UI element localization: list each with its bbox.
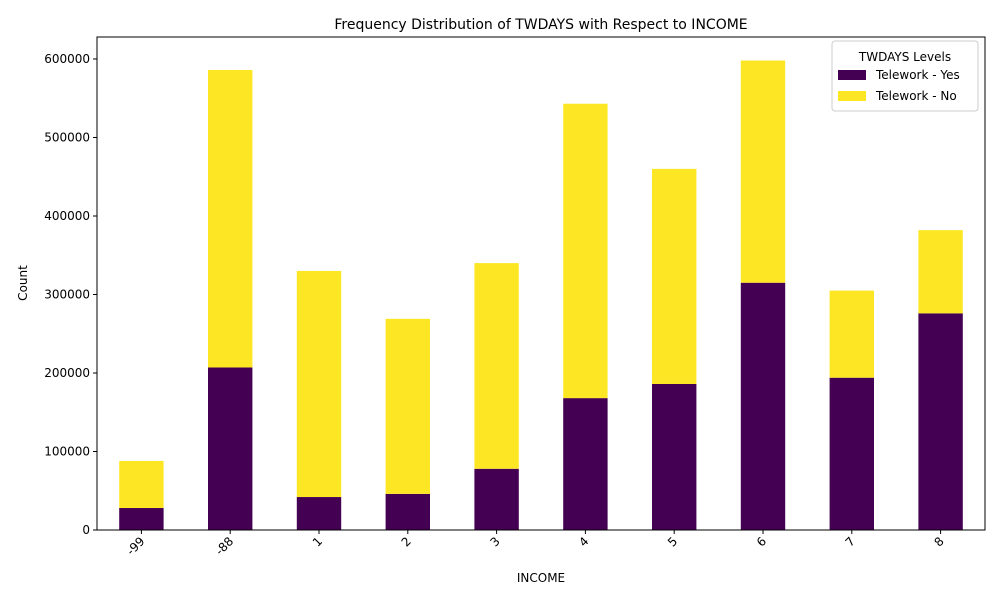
x-tick-label: 8 bbox=[931, 534, 946, 549]
bar-no-7 bbox=[829, 290, 874, 378]
y-tick-label: 400000 bbox=[44, 209, 90, 223]
x-tick-label: 3 bbox=[487, 534, 502, 549]
bar-yes-6 bbox=[740, 282, 786, 530]
y-tick-label: 0 bbox=[82, 523, 90, 537]
bar-yes--99 bbox=[119, 508, 164, 530]
y-tick-label: 500000 bbox=[44, 130, 90, 144]
legend-title: TWDAYS Levels bbox=[858, 50, 951, 64]
bar-yes-2 bbox=[385, 493, 430, 530]
x-tick-label: 1 bbox=[310, 534, 325, 549]
bars-group bbox=[119, 60, 963, 530]
bar-yes-7 bbox=[829, 377, 874, 530]
bar-yes-3 bbox=[474, 468, 519, 530]
y-tick-label: 600000 bbox=[44, 52, 90, 66]
bar-no-1 bbox=[296, 270, 342, 498]
legend-frame bbox=[831, 40, 979, 112]
x-axis-label: INCOME bbox=[517, 571, 565, 585]
x-tick-label: 7 bbox=[843, 534, 858, 549]
legend-label-telework-no: Telework - No bbox=[875, 89, 957, 103]
bar-no-6 bbox=[740, 60, 786, 283]
x-tick-label: 2 bbox=[399, 534, 414, 549]
x-tick-label: 6 bbox=[754, 534, 769, 549]
bar-no--99 bbox=[119, 460, 164, 509]
chart-title: Frequency Distribution of TWDAYS with Re… bbox=[334, 17, 747, 33]
legend-label-telework-yes: Telework - Yes bbox=[875, 68, 960, 82]
y-tick-label: 200000 bbox=[44, 366, 90, 380]
bar-yes-1 bbox=[296, 497, 342, 530]
plot-frame bbox=[96, 36, 986, 531]
x-tick-label: 4 bbox=[576, 534, 591, 549]
bar-yes-4 bbox=[563, 398, 608, 530]
bar-yes--88 bbox=[208, 367, 253, 530]
bar-no-2 bbox=[385, 318, 430, 494]
legend-swatch-telework-yes bbox=[838, 70, 866, 80]
bar-no-4 bbox=[563, 103, 608, 399]
bar-yes-8 bbox=[918, 313, 963, 530]
x-axis: -99 -88 1 2 3 4 5 6 7 8 bbox=[124, 530, 947, 558]
bar-no-3 bbox=[474, 263, 519, 469]
x-tick-label: -88 bbox=[213, 534, 237, 558]
bar-no-5 bbox=[652, 168, 697, 384]
y-tick-label: 300000 bbox=[44, 287, 90, 301]
y-tick-label: 100000 bbox=[44, 444, 90, 458]
legend: TWDAYS Levels Telework - Yes Telework - … bbox=[831, 40, 979, 112]
bar-yes-5 bbox=[652, 383, 697, 530]
bar-no-8 bbox=[918, 230, 963, 314]
x-tick-label: -99 bbox=[124, 534, 148, 558]
legend-swatch-telework-no bbox=[838, 91, 866, 101]
y-axis: 0 100000 200000 300000 400000 500000 600000 bbox=[44, 52, 97, 537]
bar-no--88 bbox=[208, 69, 253, 368]
x-tick-label: 5 bbox=[665, 534, 680, 549]
y-axis-label: Count bbox=[16, 265, 30, 301]
